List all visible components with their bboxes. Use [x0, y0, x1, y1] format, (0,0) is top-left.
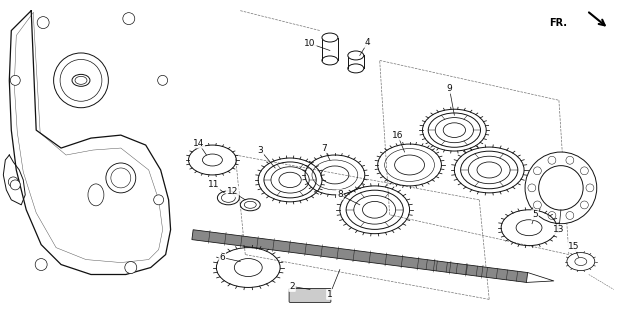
Ellipse shape [539, 166, 583, 210]
Circle shape [154, 195, 164, 205]
Text: 14: 14 [193, 139, 204, 148]
Circle shape [11, 180, 20, 190]
Text: 7: 7 [321, 144, 327, 153]
Ellipse shape [218, 191, 239, 205]
Text: 10: 10 [304, 39, 316, 48]
Text: 15: 15 [568, 242, 580, 251]
Text: FR.: FR. [549, 18, 567, 28]
Text: 5: 5 [532, 210, 538, 219]
Text: 8: 8 [337, 190, 343, 199]
Circle shape [11, 76, 20, 85]
Ellipse shape [72, 74, 90, 86]
Ellipse shape [106, 163, 136, 193]
Ellipse shape [240, 199, 260, 211]
Text: 16: 16 [392, 131, 404, 140]
Text: 11: 11 [208, 180, 219, 189]
Circle shape [35, 259, 47, 270]
Text: 3: 3 [257, 146, 263, 155]
Ellipse shape [54, 53, 108, 108]
Circle shape [125, 261, 137, 274]
Text: 4: 4 [365, 38, 371, 47]
Circle shape [123, 13, 135, 25]
Circle shape [158, 76, 167, 85]
Text: 12: 12 [227, 188, 238, 196]
Ellipse shape [348, 51, 364, 60]
Ellipse shape [525, 152, 597, 224]
Text: 1: 1 [327, 290, 332, 299]
Text: 13: 13 [553, 225, 565, 234]
Circle shape [37, 17, 49, 28]
Ellipse shape [322, 33, 338, 42]
Text: 6: 6 [219, 253, 225, 262]
Text: 9: 9 [447, 84, 452, 93]
Text: 2: 2 [289, 282, 295, 291]
FancyBboxPatch shape [289, 288, 331, 302]
Polygon shape [192, 230, 528, 283]
